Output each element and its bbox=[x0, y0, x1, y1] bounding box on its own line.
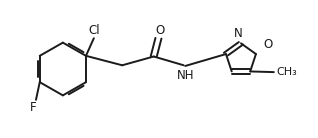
Text: Cl: Cl bbox=[88, 24, 100, 37]
Text: F: F bbox=[30, 101, 36, 114]
Text: CH₃: CH₃ bbox=[276, 67, 297, 77]
Text: N: N bbox=[233, 27, 242, 40]
Text: NH: NH bbox=[176, 69, 194, 82]
Text: O: O bbox=[156, 24, 165, 37]
Text: O: O bbox=[264, 38, 273, 51]
